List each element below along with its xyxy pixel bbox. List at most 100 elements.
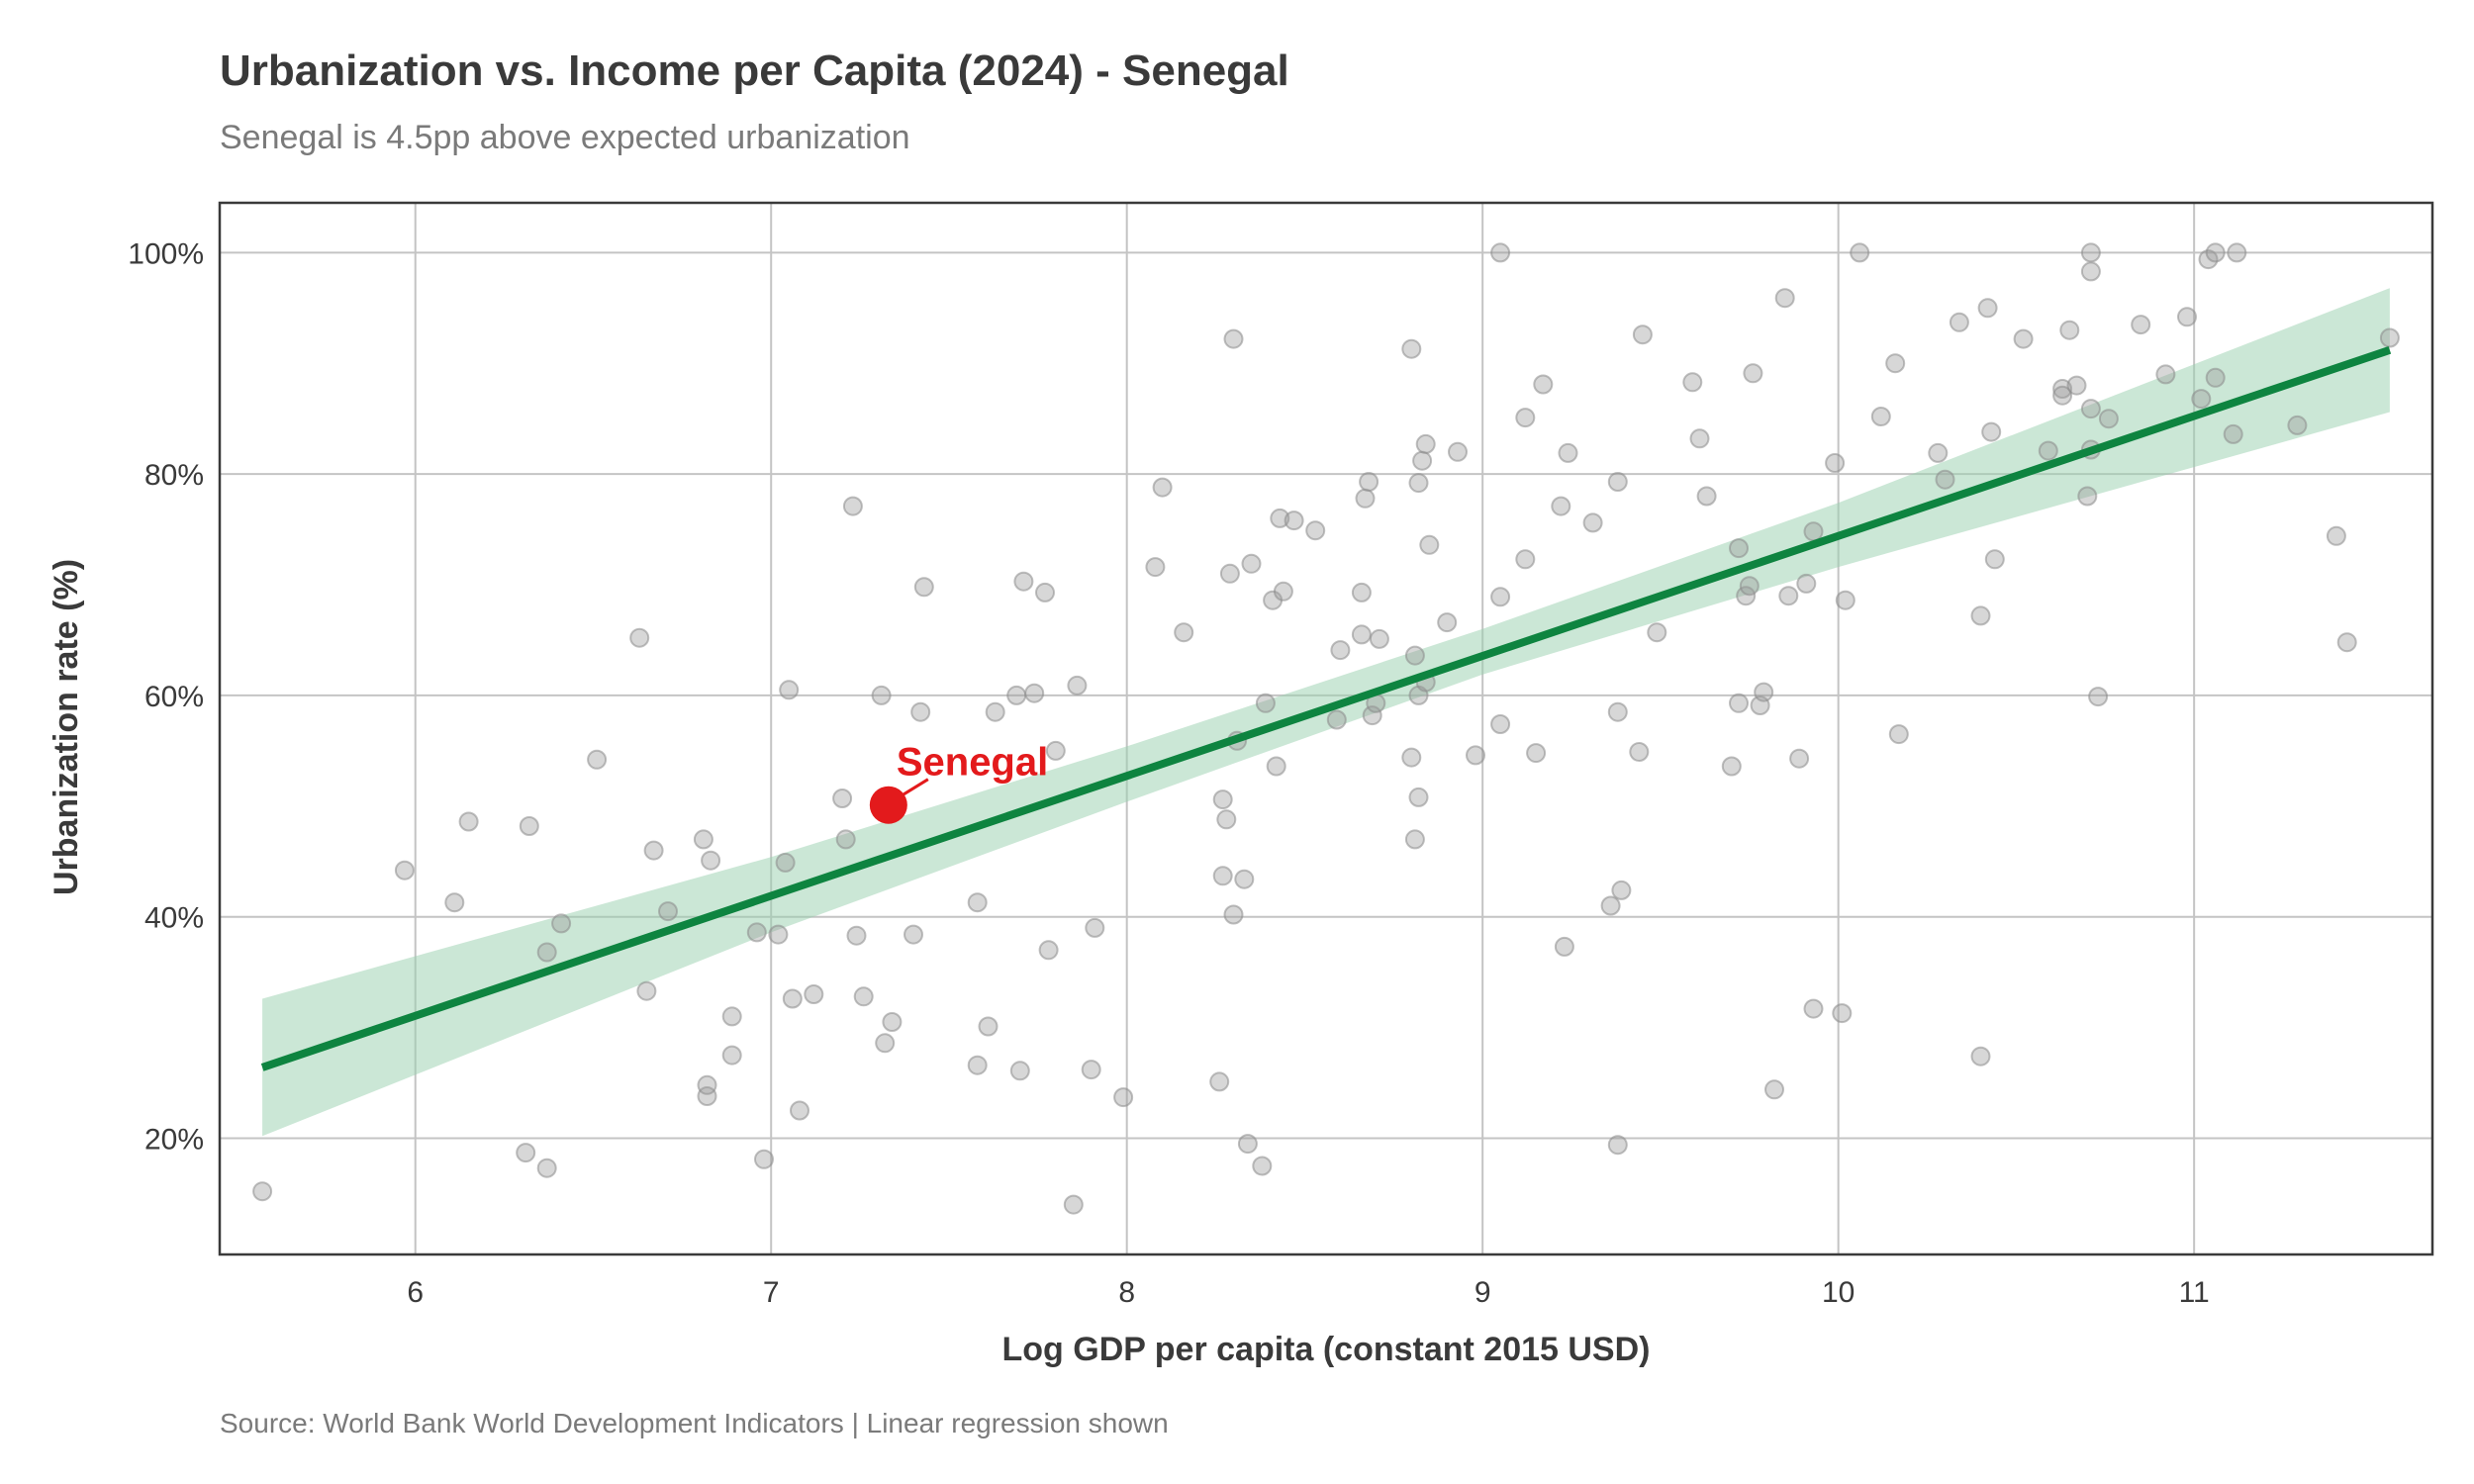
country-point (1081, 1060, 1101, 1080)
x-tick-label: 10 (1822, 1276, 1855, 1309)
country-point (832, 788, 853, 808)
country-point (1888, 724, 1909, 745)
highlight-label: Senegal (897, 741, 1048, 785)
country-point (913, 577, 934, 598)
chart-title: Urbanization vs. Income per Capita (2024… (220, 46, 1289, 95)
country-point (701, 850, 721, 871)
country-point (904, 924, 923, 945)
country-point (1266, 756, 1286, 777)
country-point (1234, 869, 1255, 889)
country-point (697, 1074, 717, 1095)
country-point (536, 1158, 557, 1178)
country-point (1835, 590, 1856, 610)
country-point (2098, 409, 2119, 429)
country-point (967, 1055, 988, 1075)
country-point (1789, 748, 1810, 769)
country-point (1035, 582, 1055, 603)
country-point (2131, 315, 2151, 335)
country-point (2080, 242, 2101, 263)
country-point (1305, 520, 1326, 541)
country-point (1237, 1134, 1258, 1155)
country-point (779, 680, 800, 700)
country-point (1774, 288, 1795, 309)
country-point (1063, 1194, 1084, 1215)
country-point (1252, 1156, 1273, 1176)
country-point (2227, 242, 2247, 263)
x-tick-label: 11 (2179, 1276, 2210, 1309)
country-point (2205, 242, 2226, 263)
country-point (1764, 1079, 1784, 1100)
data-points (252, 242, 2400, 1215)
country-point (1754, 682, 1774, 702)
country-point (1174, 622, 1194, 643)
country-point (1607, 701, 1628, 722)
country-point (536, 942, 557, 963)
country-point (551, 913, 572, 934)
country-point (768, 924, 789, 945)
y-tick-label: 100% (128, 237, 204, 270)
chart-subtitle: Senegal is 4.5pp above expected urbaniza… (220, 119, 910, 156)
country-point (587, 749, 608, 770)
country-point (636, 980, 657, 1001)
chart-caption: Source: World Bank World Development Ind… (220, 1408, 1169, 1438)
country-point (1554, 936, 1574, 957)
country-point (1404, 829, 1425, 850)
country-point (1085, 917, 1105, 938)
country-point (1970, 1046, 1991, 1067)
country-point (1629, 742, 1650, 762)
country-point (1241, 553, 1262, 574)
country-point (2013, 328, 2034, 349)
country-point (1401, 338, 1422, 359)
country-point (1984, 549, 2005, 570)
country-point (1582, 512, 1603, 533)
country-point (1009, 1061, 1030, 1081)
country-point (875, 1033, 896, 1054)
country-point (882, 1012, 903, 1032)
country-point (458, 811, 479, 832)
country-point (2066, 375, 2087, 396)
regression-line (260, 346, 2392, 1071)
country-point (1490, 587, 1511, 607)
country-point (2088, 687, 2109, 707)
country-point (1778, 586, 1799, 606)
country-point (835, 829, 856, 850)
country-point (1490, 714, 1511, 734)
country-point (1359, 472, 1380, 492)
country-point (252, 1181, 273, 1202)
country-point (871, 685, 892, 705)
country-point (1721, 756, 1742, 777)
country-point (1949, 312, 1969, 332)
country-point (1632, 325, 1653, 345)
country-point (775, 852, 796, 873)
x-tick-label: 7 (763, 1276, 780, 1309)
country-point (1113, 1087, 1134, 1108)
country-point (1408, 473, 1429, 494)
country-point (394, 860, 415, 881)
country-point (754, 1149, 774, 1169)
country-point (804, 984, 824, 1004)
x-tick-label: 9 (1475, 1276, 1491, 1309)
country-point (967, 892, 988, 913)
x-tick-label: 8 (1118, 1276, 1135, 1309)
country-point (1362, 705, 1382, 726)
country-point (2080, 261, 2101, 282)
y-tick-label: 80% (144, 459, 204, 492)
country-point (2191, 389, 2212, 410)
country-point (790, 1100, 809, 1121)
country-point (1212, 789, 1233, 810)
country-point (1351, 624, 1372, 645)
country-point (978, 1016, 999, 1037)
country-point (1024, 683, 1045, 703)
country-point (1466, 745, 1485, 766)
country-point (1970, 605, 1991, 626)
regression-layer (260, 346, 2392, 1071)
y-tick-label: 40% (144, 902, 204, 935)
country-point (1928, 442, 1949, 463)
country-point (1600, 895, 1621, 916)
country-point (1270, 508, 1290, 528)
country-point (1006, 685, 1027, 705)
country-point (1223, 328, 1244, 349)
country-point (643, 840, 664, 861)
